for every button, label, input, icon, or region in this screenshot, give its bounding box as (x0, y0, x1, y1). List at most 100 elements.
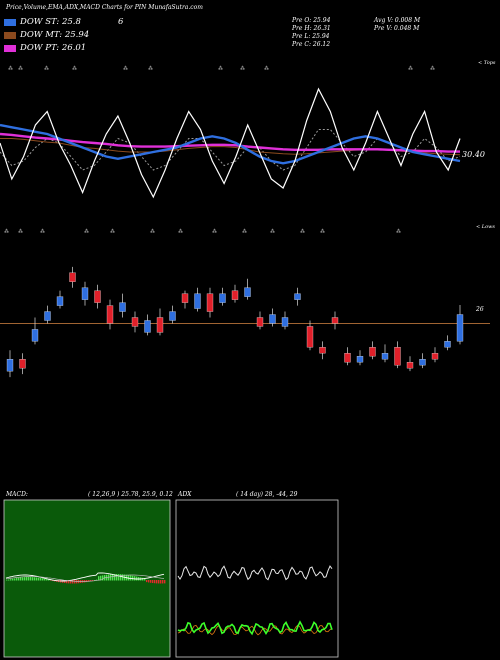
macd-hist-bar (88, 580, 90, 582)
candle-body (156, 317, 164, 333)
macd-hist-bar (26, 577, 28, 581)
macd-hist-bar (44, 578, 46, 581)
low-marker: ⁂ (242, 228, 247, 235)
low-markers: ⁂ ⁂ ⁂ ⁂ ⁂ ⁂ ⁂ ⁂ ⁂ ⁂ ⁂ ⁂ ⁂ (4, 228, 401, 235)
macd-hist-bar (12, 578, 14, 581)
macd-hist-bar (42, 578, 44, 581)
stat-low: Pre L: 25.94 (292, 33, 330, 40)
candle-body (444, 341, 451, 348)
candle-body (419, 359, 426, 366)
macd-hist-bar (134, 576, 136, 581)
stat-close: Pre C: 26.12 (292, 41, 331, 48)
top-marker: ⁂ (218, 65, 223, 72)
low-marker: ⁂ (110, 228, 115, 235)
candle-body (181, 293, 189, 303)
macd-hist-bar (10, 579, 12, 581)
lower-panels (3, 499, 339, 658)
candle-body (6, 359, 14, 372)
candle-body (269, 314, 276, 324)
macd-hist-bar (152, 580, 154, 584)
candle-body (144, 320, 151, 333)
macd-hist-bar (164, 580, 166, 584)
macd-hist-bar (148, 580, 150, 583)
macd-hist-bar (40, 578, 42, 581)
macd-hist-bar (120, 574, 122, 581)
legend-dow-mt: DOW MT: 25.94 (4, 30, 89, 40)
ema-series-line (0, 132, 460, 153)
low-marker: ⁂ (178, 228, 183, 235)
ema-series-line (0, 87, 461, 199)
candle-body (306, 326, 314, 348)
top-marker: ⁂ (44, 65, 49, 72)
candle-body (281, 317, 289, 327)
macd-hist-bar (32, 577, 34, 581)
candle-body (169, 311, 176, 321)
macd-hist-bar (14, 578, 16, 581)
macd-hist-bar (30, 577, 32, 581)
adx-title: ADX (178, 491, 192, 498)
adx-line (177, 565, 333, 581)
legend-label-pt: DOW PT: 26.01 (20, 43, 87, 53)
macd-hist-bar (6, 580, 8, 581)
macd-hist-bar (8, 579, 10, 581)
ema-lines (0, 87, 461, 199)
candle-body (369, 347, 376, 357)
low-marker: ⁂ (270, 228, 275, 235)
candle-body (106, 305, 114, 324)
top-marker: ⁂ (430, 65, 435, 72)
macd-hist-bar (66, 580, 68, 584)
stat-prev-volume: Pre V: 0.048 M (374, 25, 420, 32)
low-marker: ⁂ (18, 228, 23, 235)
macd-hist-bar (70, 580, 72, 584)
top-marker: ⁂ (18, 65, 23, 72)
macd-hist-bar (46, 579, 48, 581)
macd-hist-bar (96, 579, 98, 581)
macd-hist-bar (150, 580, 152, 583)
macd-title: MACD: (6, 491, 28, 498)
macd-hist-bar (114, 574, 116, 581)
candle-body (331, 317, 339, 324)
macd-hist-bar (162, 580, 164, 584)
candle-body (56, 296, 64, 306)
macd-hist-bar (20, 577, 22, 581)
macd-hist-bar (100, 575, 102, 581)
top-marker: ⁂ (72, 65, 77, 72)
lows-label: < Lows (476, 224, 495, 230)
low-marker: ⁂ (396, 228, 401, 235)
top-marker: ⁂ (8, 65, 13, 72)
candle-body (219, 293, 226, 303)
macd-hist-bar (154, 580, 156, 584)
macd-hist-bar (110, 574, 112, 581)
macd-hist-bar (50, 580, 52, 581)
macd-hist-bar (24, 577, 26, 581)
macd-hist-bar (102, 575, 104, 581)
candle-body (194, 293, 201, 309)
candle-body (456, 314, 464, 342)
macd-hist-bar (118, 574, 120, 581)
top-marker: ⁂ (240, 65, 245, 72)
macd-line (5, 572, 165, 582)
adx-params: ( 14 day) 28, -44, 29 (236, 491, 298, 498)
low-marker: ⁂ (40, 228, 45, 235)
macd-hist-bar (36, 577, 38, 581)
macd-hist-bar (116, 574, 118, 581)
candle-body (256, 317, 264, 327)
stat-avg-volume: Avg V: 0.008 M (374, 17, 421, 24)
macd-hist-bar (16, 578, 18, 581)
candle-body (31, 329, 39, 342)
candle-body (131, 317, 139, 327)
ref-line-label: 26 (476, 306, 484, 313)
legend-dow-st: DOW ST: 25.8 (4, 17, 81, 27)
macd-hist-bar (122, 574, 124, 581)
tops-label: < Tops (478, 60, 496, 66)
legend-label-st: DOW ST: 25.8 (20, 17, 81, 27)
top-markers: ⁂ ⁂ ⁂ ⁂ ⁂ ⁂ ⁂ ⁂ ⁂ ⁂ ⁂ (8, 65, 435, 72)
macd-hist-bar (92, 580, 94, 581)
macd-hist-bar (130, 575, 132, 581)
macd-hist-bar (68, 580, 70, 584)
macd-hist-bar (156, 580, 158, 584)
top-marker: ⁂ (264, 65, 269, 72)
candle-body (381, 353, 389, 360)
candle-body (406, 362, 414, 369)
